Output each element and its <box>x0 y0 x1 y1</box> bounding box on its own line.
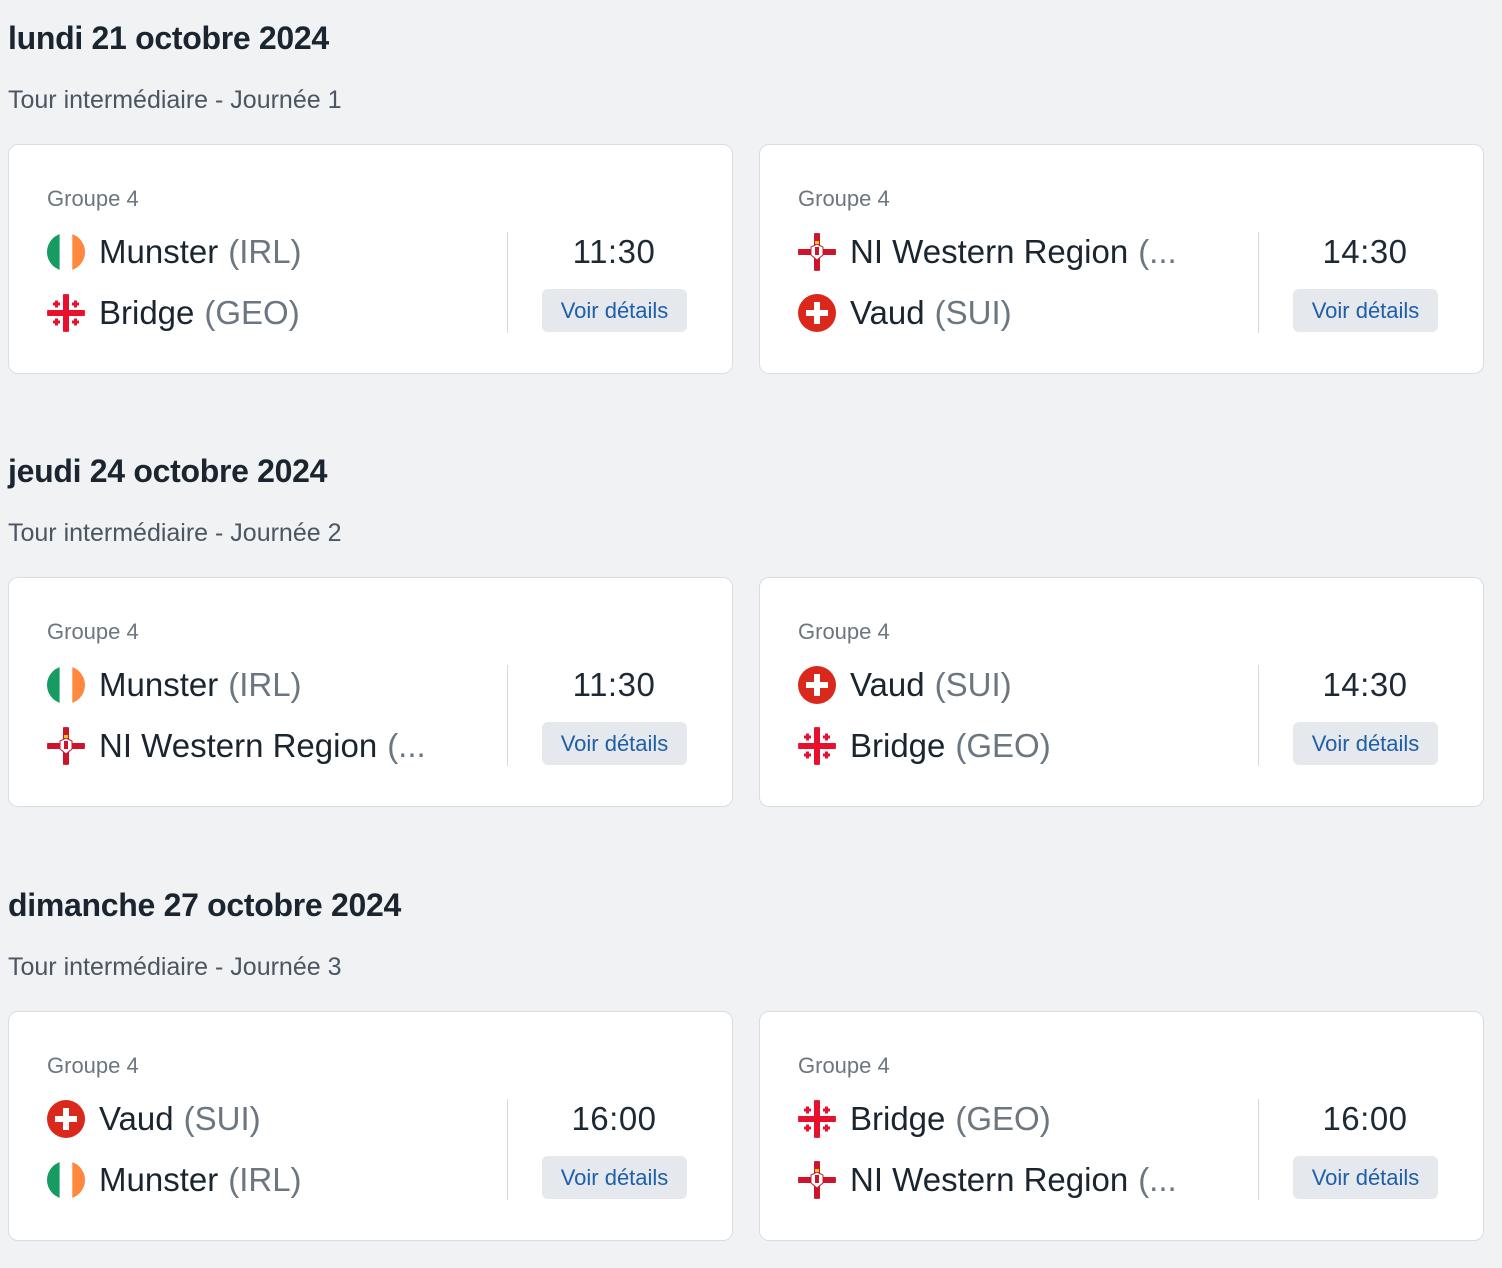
team-name: Munster <box>99 1161 219 1198</box>
divider <box>1258 1099 1259 1200</box>
round-title: Tour intermédiaire - Journée 1 <box>8 86 342 114</box>
round-title: Tour intermédiaire - Journée 2 <box>8 519 342 547</box>
details-button[interactable]: Voir détails <box>1293 289 1438 332</box>
home-team: Bridge (GEO) <box>798 1098 1198 1140</box>
northern-ireland-flag-icon <box>798 233 836 271</box>
match-time: 11:30 <box>572 666 656 703</box>
team-name: Vaud <box>99 1100 174 1137</box>
details-button[interactable]: Voir détails <box>542 722 687 765</box>
team-name: Bridge <box>850 1100 946 1137</box>
group-label: Groupe 4 <box>47 1053 139 1078</box>
georgia-flag-icon <box>798 727 836 765</box>
divider <box>1258 665 1259 766</box>
details-button[interactable]: Voir détails <box>542 1156 687 1199</box>
group-label: Groupe 4 <box>798 1053 890 1078</box>
day-title: lundi 21 octobre 2024 <box>8 20 329 56</box>
group-label: Groupe 4 <box>798 619 890 644</box>
match-card[interactable]: Groupe 4 Munster (IRL) NI Western Region… <box>8 577 733 807</box>
team-code: (GEO) <box>955 1100 1051 1137</box>
team-name: Bridge <box>99 294 195 331</box>
match-time: 16:00 <box>1322 1100 1408 1137</box>
divider <box>1258 232 1259 333</box>
divider <box>507 232 508 333</box>
details-button[interactable]: Voir détails <box>1293 722 1438 765</box>
team-code: (IRL) <box>228 233 302 270</box>
match-card[interactable]: Groupe 4 NI Western Region (... Vaud (SU… <box>759 144 1484 374</box>
team-code: (GEO) <box>955 727 1051 764</box>
group-label: Groupe 4 <box>798 186 890 211</box>
away-team: NI Western Region (... <box>47 725 447 767</box>
divider <box>507 1099 508 1200</box>
northern-ireland-flag-icon <box>47 727 85 765</box>
team-code: (GEO) <box>204 294 300 331</box>
ireland-flag-icon <box>47 233 85 271</box>
home-team: Munster (IRL) <box>47 231 447 273</box>
team-name: Munster <box>99 233 219 270</box>
match-time: 11:30 <box>572 233 656 270</box>
team-code: (... <box>1138 233 1177 270</box>
match-card[interactable]: Groupe 4 Vaud (SUI) Bridge (GEO) 14:30 V… <box>759 577 1484 807</box>
team-name: Munster <box>99 666 219 703</box>
georgia-flag-icon <box>798 1100 836 1138</box>
home-team: Munster (IRL) <box>47 664 447 706</box>
georgia-flag-icon <box>47 294 85 332</box>
switzerland-flag-icon <box>798 294 836 332</box>
home-team: Vaud (SUI) <box>47 1098 447 1140</box>
team-name: NI Western Region <box>850 1161 1129 1198</box>
team-name: Vaud <box>850 666 925 703</box>
match-cards: Groupe 4 Vaud (SUI) Munster (IRL) 16:00 … <box>0 1011 1502 1241</box>
match-time: 16:00 <box>571 1100 657 1137</box>
ireland-flag-icon <box>47 666 85 704</box>
match-cards: Groupe 4 Munster (IRL) NI Western Region… <box>0 577 1502 807</box>
away-team: Bridge (GEO) <box>47 292 447 334</box>
details-button[interactable]: Voir détails <box>1293 1156 1438 1199</box>
switzerland-flag-icon <box>47 1100 85 1138</box>
team-code: (SUI) <box>934 666 1012 703</box>
team-code: (IRL) <box>228 1161 302 1198</box>
match-time: 14:30 <box>1322 666 1408 703</box>
away-team: Munster (IRL) <box>47 1159 447 1201</box>
divider <box>507 665 508 766</box>
match-cards: Groupe 4 Munster (IRL) Bridge (GEO) 11:3… <box>0 144 1502 374</box>
group-label: Groupe 4 <box>47 619 139 644</box>
home-team: NI Western Region (... <box>798 231 1198 273</box>
match-card[interactable]: Groupe 4 Bridge (GEO) NI Western Region … <box>759 1011 1484 1241</box>
day-title: dimanche 27 octobre 2024 <box>8 887 401 923</box>
team-name: Vaud <box>850 294 925 331</box>
match-card[interactable]: Groupe 4 Vaud (SUI) Munster (IRL) 16:00 … <box>8 1011 733 1241</box>
match-time: 14:30 <box>1322 233 1408 270</box>
details-button[interactable]: Voir détails <box>542 289 687 332</box>
switzerland-flag-icon <box>798 666 836 704</box>
away-team: NI Western Region (... <box>798 1159 1198 1201</box>
team-name: Bridge <box>850 727 946 764</box>
ireland-flag-icon <box>47 1161 85 1199</box>
team-code: (SUI) <box>183 1100 261 1137</box>
team-code: (SUI) <box>934 294 1012 331</box>
home-team: Vaud (SUI) <box>798 664 1198 706</box>
day-title: jeudi 24 octobre 2024 <box>8 453 328 489</box>
team-code: (... <box>1138 1161 1177 1198</box>
team-name: NI Western Region <box>850 233 1129 270</box>
northern-ireland-flag-icon <box>798 1161 836 1199</box>
group-label: Groupe 4 <box>47 186 139 211</box>
away-team: Vaud (SUI) <box>798 292 1198 334</box>
away-team: Bridge (GEO) <box>798 725 1198 767</box>
match-card[interactable]: Groupe 4 Munster (IRL) Bridge (GEO) 11:3… <box>8 144 733 374</box>
team-code: (... <box>387 727 426 764</box>
round-title: Tour intermédiaire - Journée 3 <box>8 953 342 981</box>
team-code: (IRL) <box>228 666 302 703</box>
team-name: NI Western Region <box>99 727 378 764</box>
